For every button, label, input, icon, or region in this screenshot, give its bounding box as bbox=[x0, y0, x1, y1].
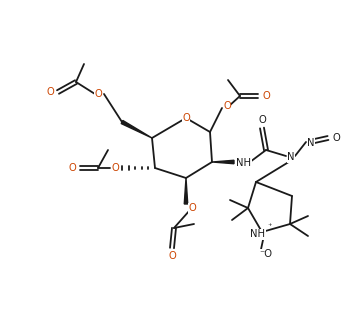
Text: O: O bbox=[168, 251, 176, 261]
Text: O: O bbox=[188, 203, 196, 213]
Text: ⁻O: ⁻O bbox=[260, 249, 272, 259]
Text: O: O bbox=[223, 101, 231, 111]
Text: O: O bbox=[262, 91, 270, 101]
Text: O: O bbox=[68, 163, 76, 173]
Text: O: O bbox=[182, 113, 190, 123]
Text: O: O bbox=[111, 163, 119, 173]
Text: O: O bbox=[258, 115, 266, 125]
Text: NH: NH bbox=[237, 158, 252, 168]
Text: O: O bbox=[46, 87, 54, 97]
Polygon shape bbox=[121, 120, 152, 138]
Text: NH: NH bbox=[251, 229, 265, 239]
Text: N: N bbox=[287, 152, 295, 162]
Text: O: O bbox=[332, 133, 340, 143]
Polygon shape bbox=[184, 178, 188, 204]
Text: O: O bbox=[94, 89, 102, 99]
Text: N: N bbox=[307, 138, 315, 148]
Polygon shape bbox=[212, 160, 234, 164]
Text: ⁺: ⁺ bbox=[268, 223, 272, 231]
